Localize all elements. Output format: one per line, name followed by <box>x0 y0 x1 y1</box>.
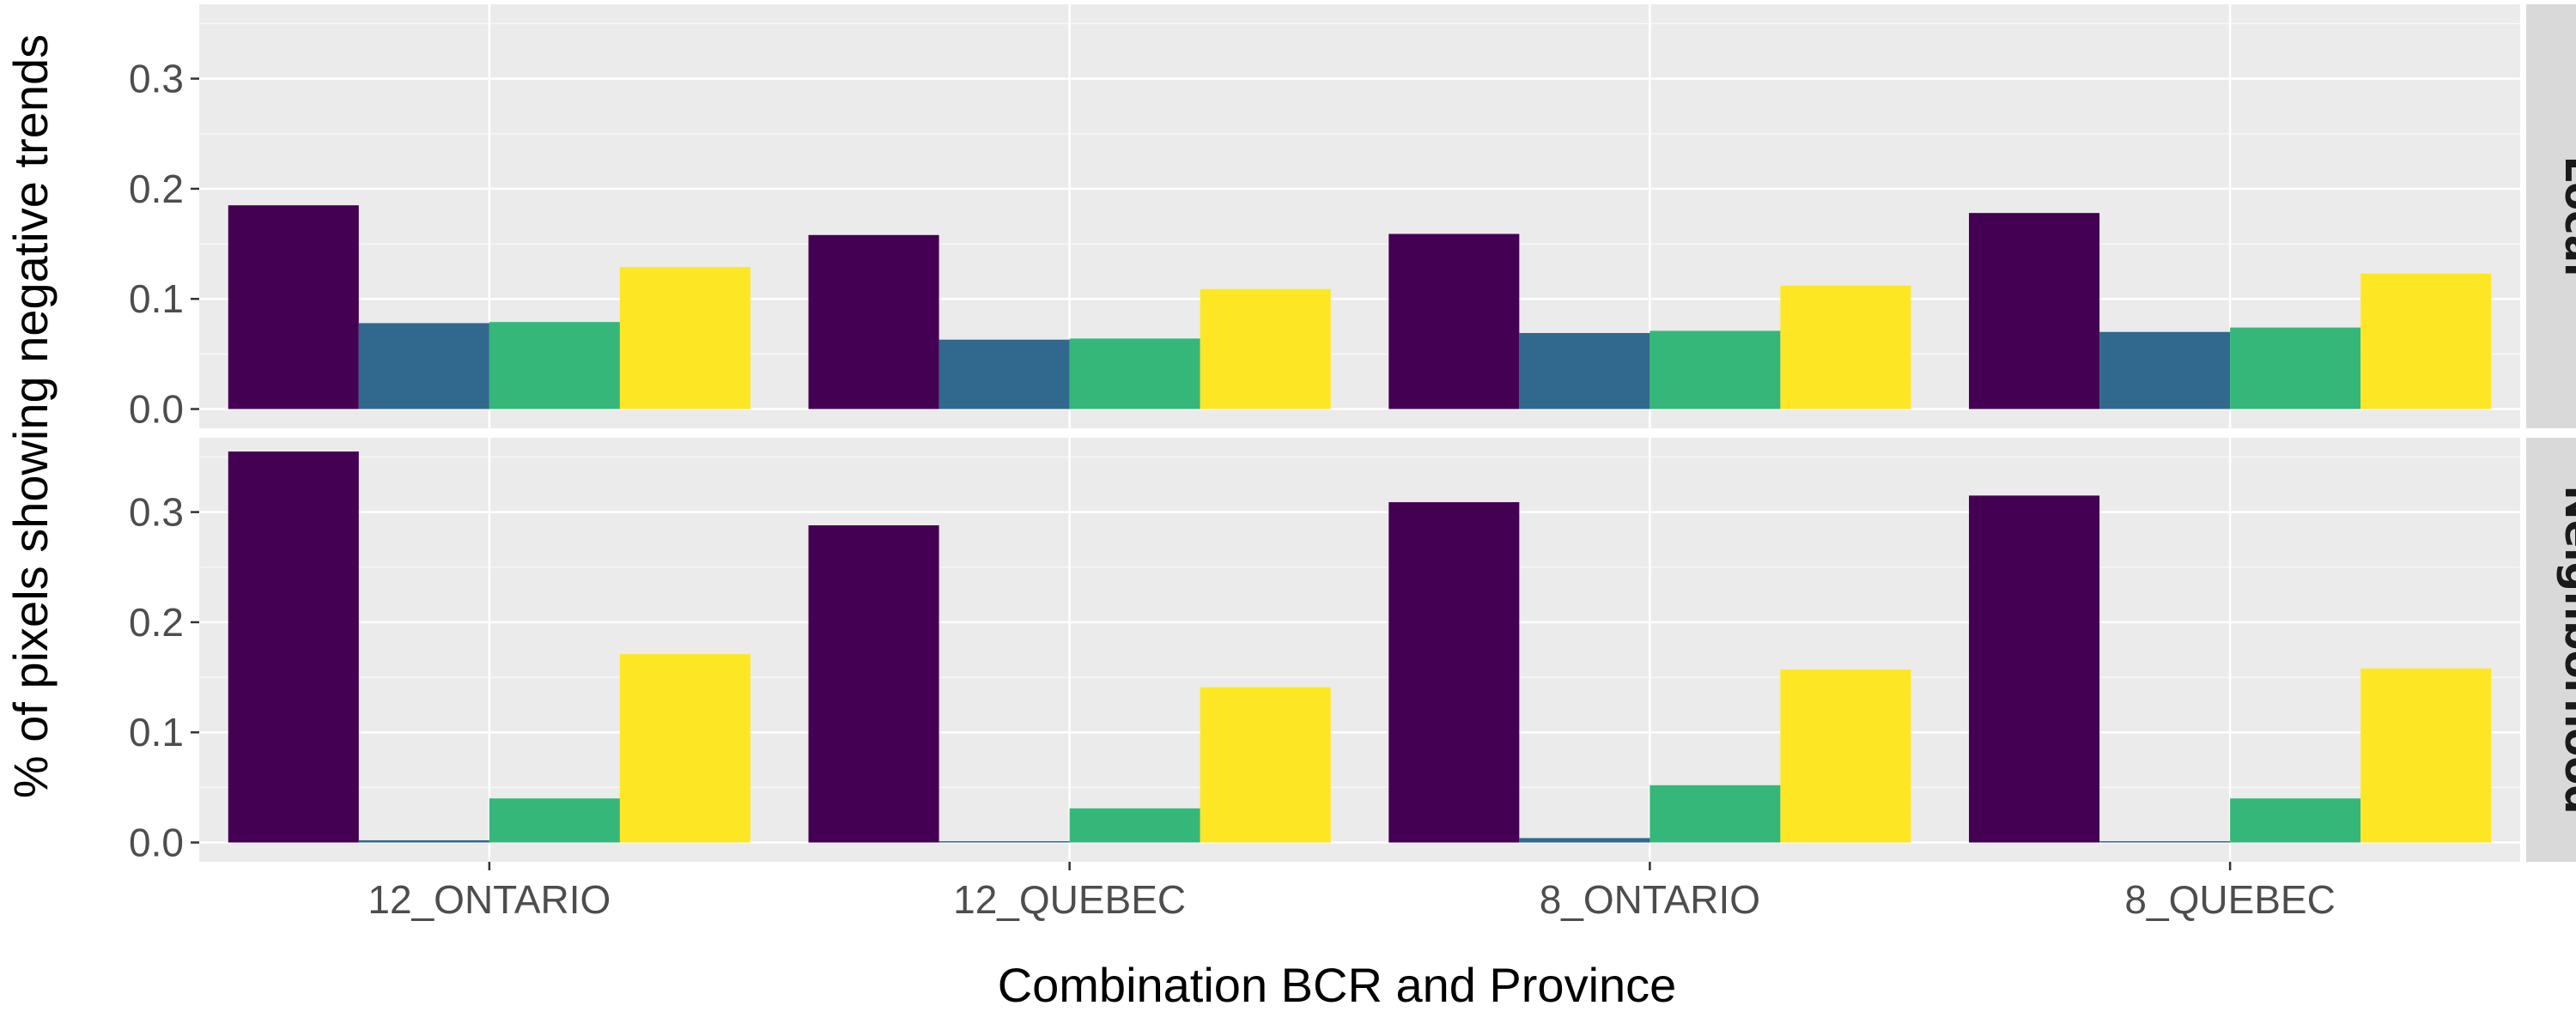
bar <box>2230 798 2361 843</box>
y-tick-label: 0.2 <box>129 600 184 645</box>
bar <box>1519 333 1650 409</box>
bar <box>1519 838 1650 843</box>
bar <box>2099 331 2231 409</box>
bar <box>939 339 1070 409</box>
bar <box>2360 668 2492 843</box>
facet-label: Local <box>2555 156 2576 277</box>
bar <box>1069 338 1200 409</box>
bar <box>2360 273 2492 409</box>
y-tick-label: 0.1 <box>129 276 184 321</box>
y-tick-label: 0.0 <box>129 387 184 432</box>
bar <box>1969 495 2100 843</box>
bar <box>489 322 620 409</box>
y-axis-title: % of pixels showing negative trends <box>3 34 58 798</box>
bar <box>1649 785 1781 843</box>
facet-label: Neighborhood <box>2555 485 2576 814</box>
facet-strip <box>2526 438 2576 862</box>
bar <box>939 841 1070 843</box>
x-axis-title: Combination BCR and Province <box>998 958 1677 1012</box>
bar <box>358 323 489 409</box>
y-tick-label: 0.3 <box>129 490 184 535</box>
bar <box>1969 213 2100 409</box>
bar <box>2230 327 2361 409</box>
x-tick-label: 12_QUEBEC <box>953 877 1186 922</box>
facet-strip <box>2526 4 2576 428</box>
x-tick-label: 12_ONTARIO <box>368 877 611 922</box>
bar <box>2099 841 2231 843</box>
x-tick-label: 8_ONTARIO <box>1540 877 1760 922</box>
bar <box>358 839 489 843</box>
bar <box>808 234 939 409</box>
bar <box>1388 233 1520 409</box>
bar <box>619 267 750 409</box>
bar <box>1649 330 1781 409</box>
bar <box>619 654 750 843</box>
bar <box>1200 288 1331 409</box>
y-tick-label: 0.0 <box>129 821 184 865</box>
y-tick-label: 0.3 <box>129 57 184 101</box>
bar <box>1069 808 1200 843</box>
bar <box>1780 670 1911 843</box>
bar <box>489 798 620 843</box>
y-tick-label: 0.1 <box>129 710 184 754</box>
x-tick-label: 8_QUEBEC <box>2124 877 2335 922</box>
panel-background <box>199 438 2520 862</box>
bar <box>1388 502 1520 843</box>
y-tick-label: 0.2 <box>129 167 184 211</box>
bar <box>1780 285 1911 409</box>
bar <box>228 451 359 843</box>
bar <box>1200 687 1331 843</box>
bar <box>808 525 939 843</box>
bar <box>228 205 359 409</box>
